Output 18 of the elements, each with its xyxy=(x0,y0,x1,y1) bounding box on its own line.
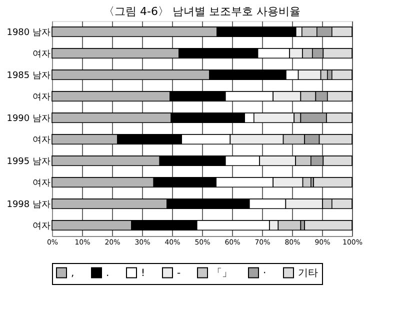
legend-label: . xyxy=(106,268,110,279)
y-tick-label: 여자 xyxy=(32,92,50,102)
chart-title: 〈그림 4-6〉 남녀별 보조부호 사용비율 xyxy=(104,5,300,18)
legend-label: 「」 xyxy=(212,266,232,279)
legend-label: , xyxy=(71,268,74,279)
y-tick-label: 1985 남자 xyxy=(6,70,50,81)
y-tick-label: 여자 xyxy=(32,221,50,232)
y-tick-label: 1990 남자 xyxy=(6,114,50,124)
y-tick-label: 여자 xyxy=(32,178,50,188)
legend-label: ! xyxy=(141,268,146,279)
y-tick-label: 여자 xyxy=(32,135,50,146)
legend-label: - xyxy=(177,268,181,279)
y-tick-label: 여자 xyxy=(32,49,50,60)
legend-label: · xyxy=(263,268,266,279)
y-tick-label: 1998 남자 xyxy=(6,200,50,210)
legend-label: 기타 xyxy=(298,268,318,279)
y-tick-label: 1995 남자 xyxy=(6,156,50,167)
y-tick-label: 1980 남자 xyxy=(6,28,50,38)
